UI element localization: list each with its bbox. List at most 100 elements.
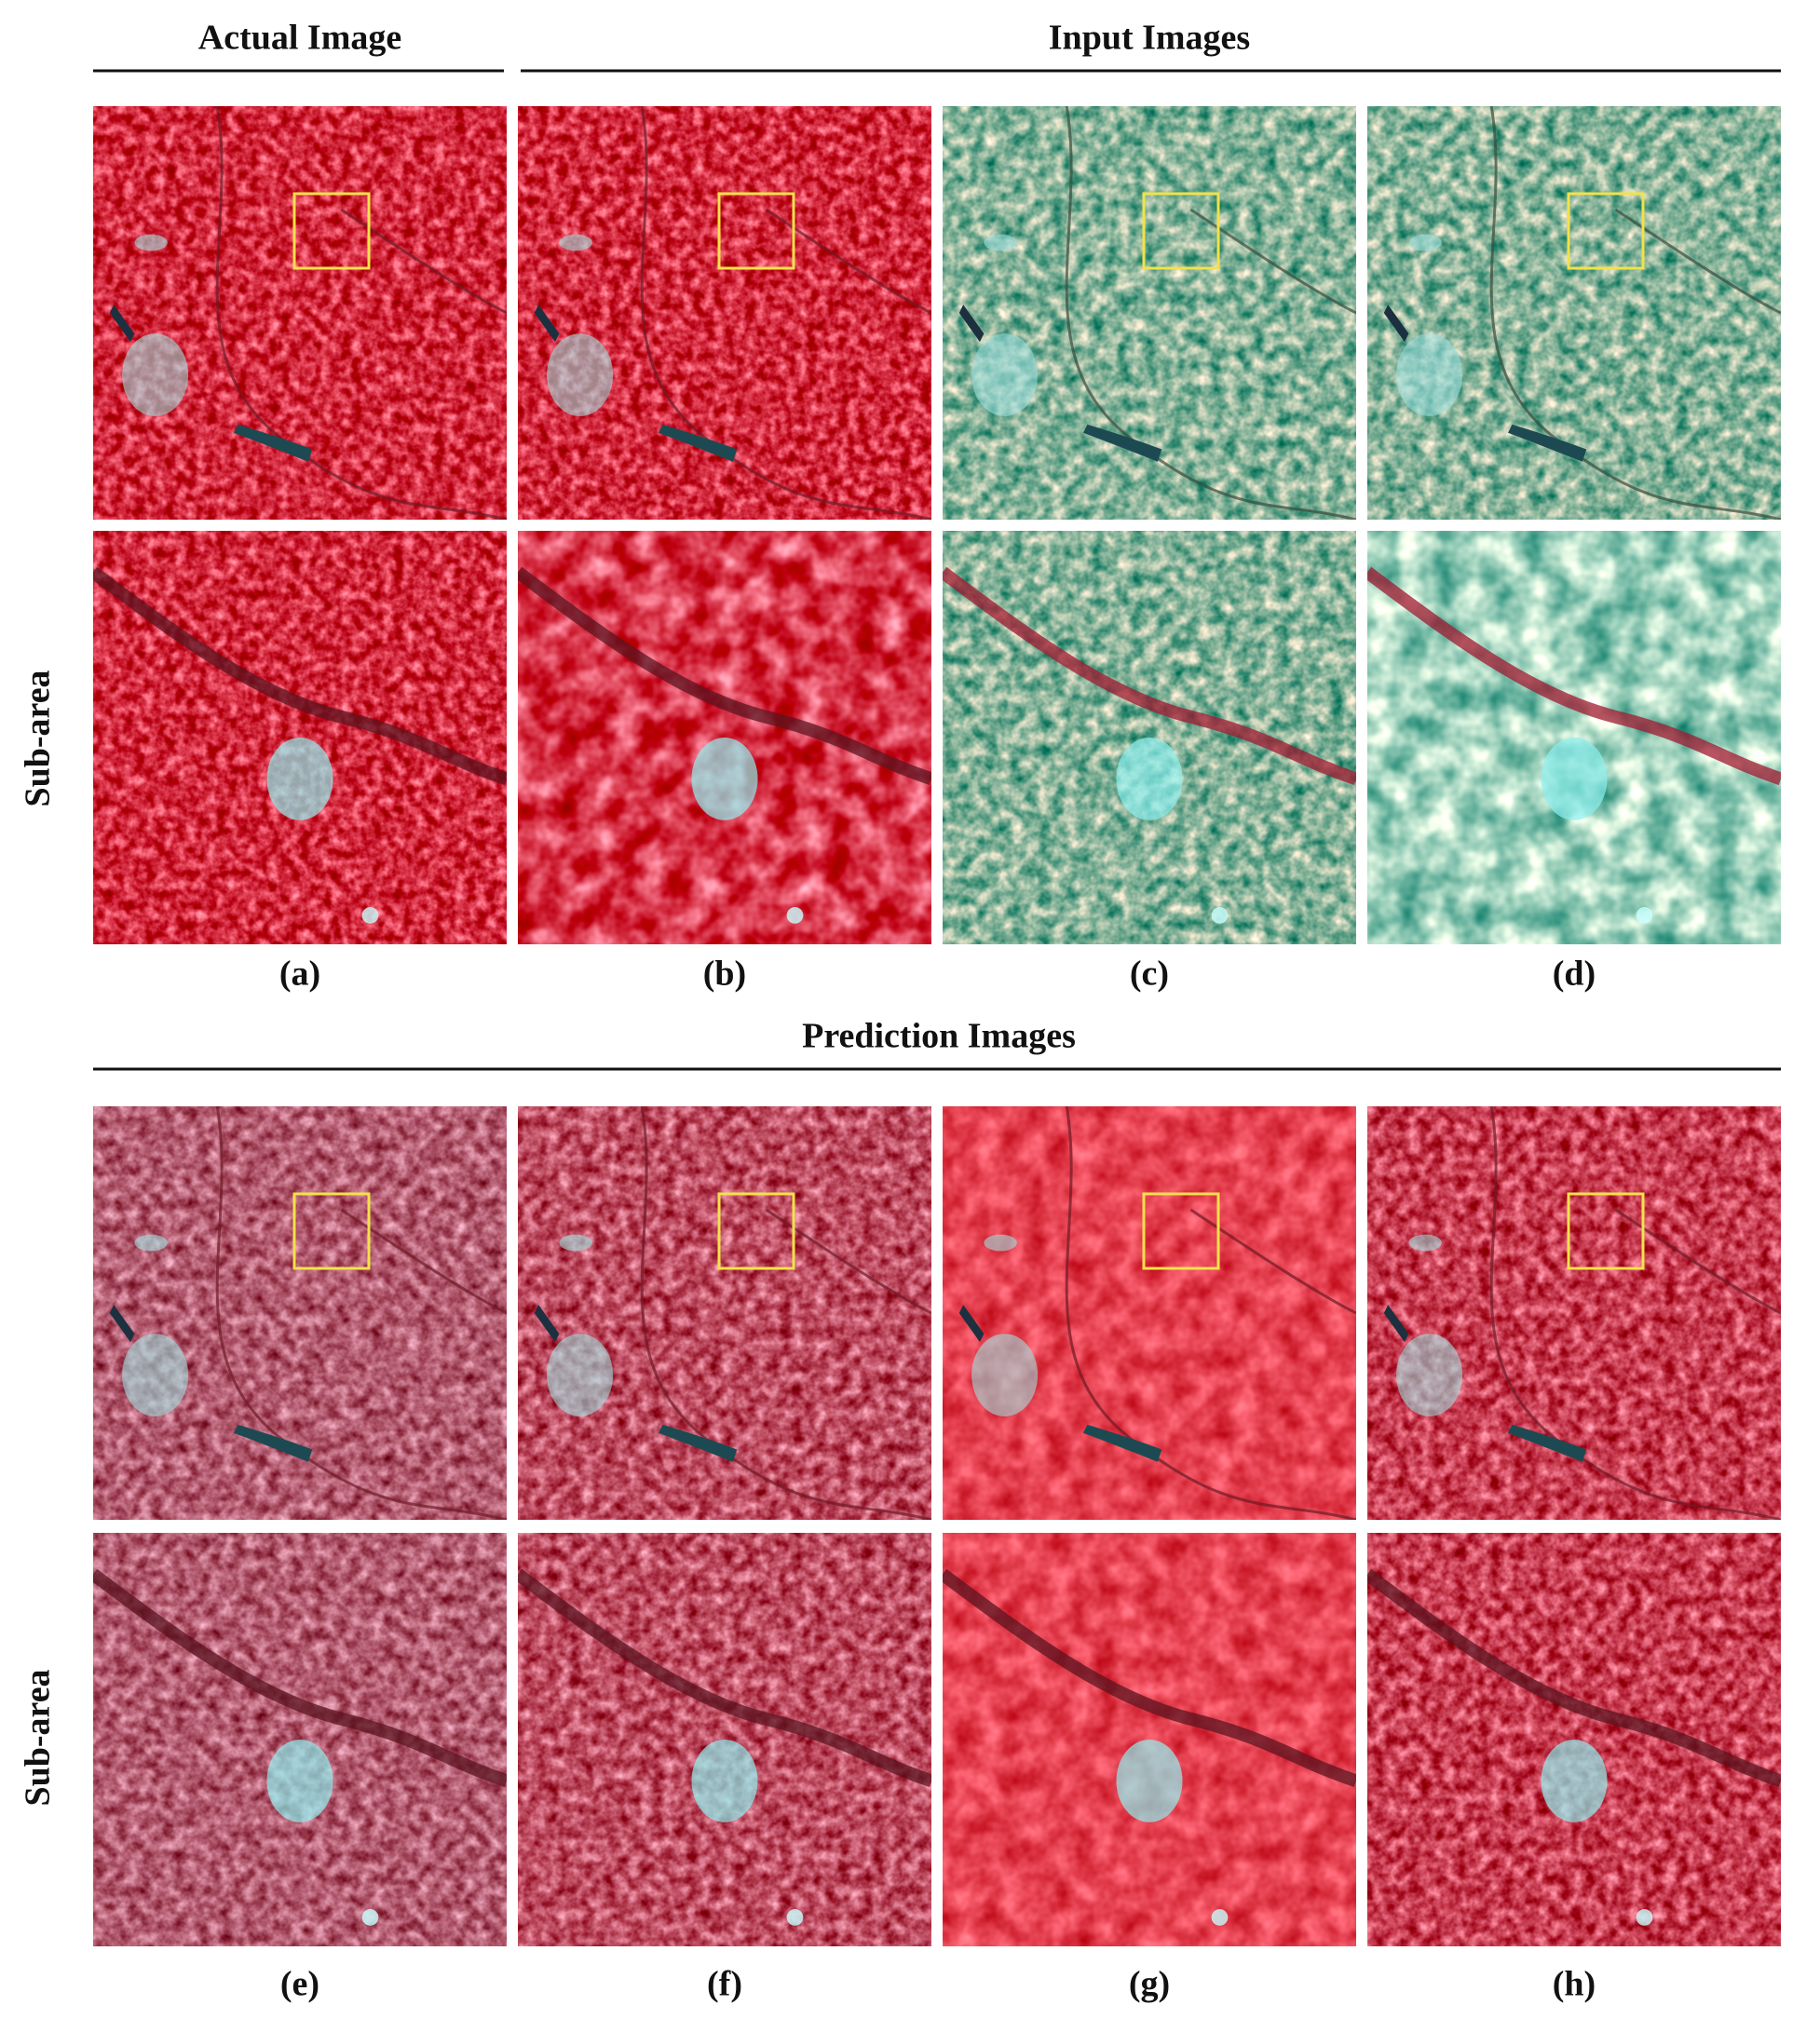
highlight-box — [1142, 1192, 1220, 1270]
header-input: Input Images — [1049, 19, 1250, 58]
image-texture — [518, 531, 931, 944]
city — [1408, 1234, 1442, 1252]
city — [691, 738, 758, 820]
city — [122, 1334, 189, 1416]
panel-label: (h) — [1553, 1965, 1596, 2004]
satellite-image — [1367, 1106, 1781, 1520]
river — [215, 106, 507, 520]
city — [361, 1909, 379, 1926]
highlight-box — [1567, 1192, 1645, 1270]
city — [134, 234, 168, 251]
image-texture — [93, 531, 507, 944]
river — [340, 1208, 507, 1315]
satellite-image — [518, 1106, 931, 1520]
river — [1189, 1208, 1356, 1315]
lake — [659, 424, 738, 462]
lake — [534, 305, 560, 343]
city — [1396, 1334, 1463, 1416]
image-texture — [943, 1533, 1356, 1946]
satellite-image — [943, 1533, 1356, 1946]
city — [1636, 1909, 1653, 1926]
city — [786, 907, 804, 924]
river — [765, 208, 931, 315]
satellite-image — [93, 1533, 507, 1946]
lake — [1083, 424, 1162, 462]
satellite-image — [93, 531, 507, 944]
river — [215, 1106, 507, 1520]
river — [340, 208, 507, 315]
satellite-image — [518, 1533, 931, 1946]
lake — [1083, 1424, 1162, 1462]
satellite-image — [1367, 531, 1781, 944]
city — [1116, 1740, 1183, 1822]
river — [518, 566, 931, 786]
river — [765, 1208, 931, 1315]
lake — [1383, 1305, 1409, 1343]
panel-label: (b) — [703, 955, 746, 994]
satellite-image — [1367, 1533, 1781, 1946]
lake — [109, 305, 135, 343]
satellite-image — [93, 1106, 507, 1520]
city — [786, 1909, 804, 1926]
satellite-image — [943, 531, 1356, 944]
city — [984, 234, 1017, 251]
city — [971, 333, 1039, 416]
city — [1116, 738, 1183, 820]
satellite-image — [943, 106, 1356, 520]
river — [93, 566, 507, 786]
satellite-image — [518, 531, 931, 944]
city — [984, 1234, 1017, 1252]
lake — [958, 305, 985, 343]
city — [559, 234, 592, 251]
city — [1541, 1740, 1608, 1822]
city — [1396, 333, 1463, 416]
city — [1541, 738, 1608, 820]
row-label: Sub-area — [19, 1669, 58, 1806]
river — [943, 1568, 1356, 1788]
city — [122, 333, 189, 416]
city — [547, 1334, 614, 1416]
river — [943, 566, 1356, 786]
lake — [659, 1424, 738, 1462]
lake — [109, 1305, 135, 1343]
image-texture — [1367, 531, 1781, 944]
row-label: Sub-area — [19, 670, 58, 806]
river — [1065, 106, 1356, 520]
city — [691, 1740, 758, 1822]
lake — [1383, 305, 1409, 343]
panel-label: (f) — [707, 1965, 742, 2004]
city — [134, 1234, 168, 1252]
river — [1065, 1106, 1356, 1520]
lake — [1508, 1424, 1587, 1462]
image-texture — [518, 1533, 931, 1946]
river — [640, 106, 931, 520]
river — [640, 1106, 931, 1520]
lake — [234, 1424, 313, 1462]
city — [1636, 907, 1653, 924]
image-texture — [93, 1533, 507, 1946]
city — [266, 1740, 333, 1822]
city — [1211, 907, 1229, 924]
river — [518, 1568, 931, 1788]
header-prediction: Prediction Images — [802, 1017, 1076, 1056]
river — [1614, 1208, 1781, 1315]
panel-label: (a) — [279, 955, 320, 994]
river — [1489, 106, 1781, 520]
city — [1408, 234, 1442, 251]
satellite-image — [518, 106, 931, 520]
lake — [958, 1305, 985, 1343]
river — [1189, 208, 1356, 315]
highlight-box — [292, 1192, 371, 1270]
lake — [234, 424, 313, 462]
panel-label: (g) — [1129, 1965, 1170, 2004]
highlight-box — [717, 1192, 795, 1270]
river — [1614, 208, 1781, 315]
highlight-box — [1567, 192, 1645, 270]
panel-label: (e) — [280, 1965, 319, 2004]
image-texture — [1367, 1533, 1781, 1946]
river — [1489, 1106, 1781, 1520]
highlight-box — [292, 192, 371, 270]
panel-label: (d) — [1553, 955, 1596, 994]
image-texture — [943, 531, 1356, 944]
